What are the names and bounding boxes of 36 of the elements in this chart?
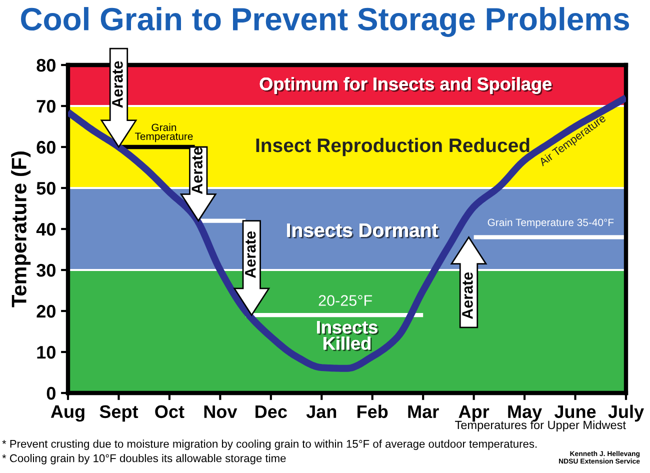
band-label: Insects Dormant: [287, 224, 440, 238]
y-tick-label: 60: [36, 140, 56, 154]
x-tick-label: Feb: [358, 404, 388, 418]
annotation: Aerate: [462, 272, 473, 320]
x-tick-label: Sept: [100, 405, 138, 422]
annotation: Aerate: [192, 147, 202, 194]
annotation: Aerate: [112, 61, 123, 108]
annotation: Grain Temperature: [134, 123, 193, 142]
y-tick-label: 40: [36, 222, 56, 236]
y-axis-title: Temperature (F): [11, 152, 31, 308]
x-tick-label: May: [508, 405, 542, 422]
x-tick-label: June: [554, 405, 596, 418]
x-tick-label: Jan: [306, 405, 336, 418]
x-tick-label: Mar: [408, 405, 439, 418]
y-tick-label: 10: [37, 346, 56, 359]
band-label: Optimum for Insects and Spoilage: [260, 77, 553, 96]
annotation: Grain Temperature 35-40°F: [488, 218, 614, 228]
annotation: 20-25°F: [318, 295, 372, 306]
x-tick-label: Nov: [204, 405, 238, 418]
y-tick-label: 70: [36, 100, 56, 113]
x-tick-label: Aug: [50, 405, 84, 422]
x-tick-label: Dec: [256, 405, 287, 418]
y-tick-label: 20: [36, 304, 56, 318]
y-tick-label: 50: [36, 182, 56, 195]
x-tick-label: Oct: [155, 405, 184, 418]
text: * Prevent crusting due to moisture migration by cooling grain to within 15°F of average outdoor temperatures. * Cooling grain by 10°F doubles its allowable storage time: [2, 440, 537, 464]
band-label: Insects Killed: [317, 320, 379, 352]
y-tick-label: 30: [36, 264, 56, 277]
x-tick-label: July: [608, 404, 644, 422]
band-label: Insect Reproduction Reduced: [256, 138, 530, 156]
y-tick-label: 0: [46, 386, 56, 400]
chart-title: Cool Grain to Prevent Storage Problems: [21, 7, 630, 37]
text: Temperatures for Upper Midwest: [455, 420, 626, 432]
x-tick-label: Apr: [458, 405, 490, 422]
y-tick-label: 80: [36, 58, 56, 72]
annotation: Aerate: [245, 231, 256, 278]
